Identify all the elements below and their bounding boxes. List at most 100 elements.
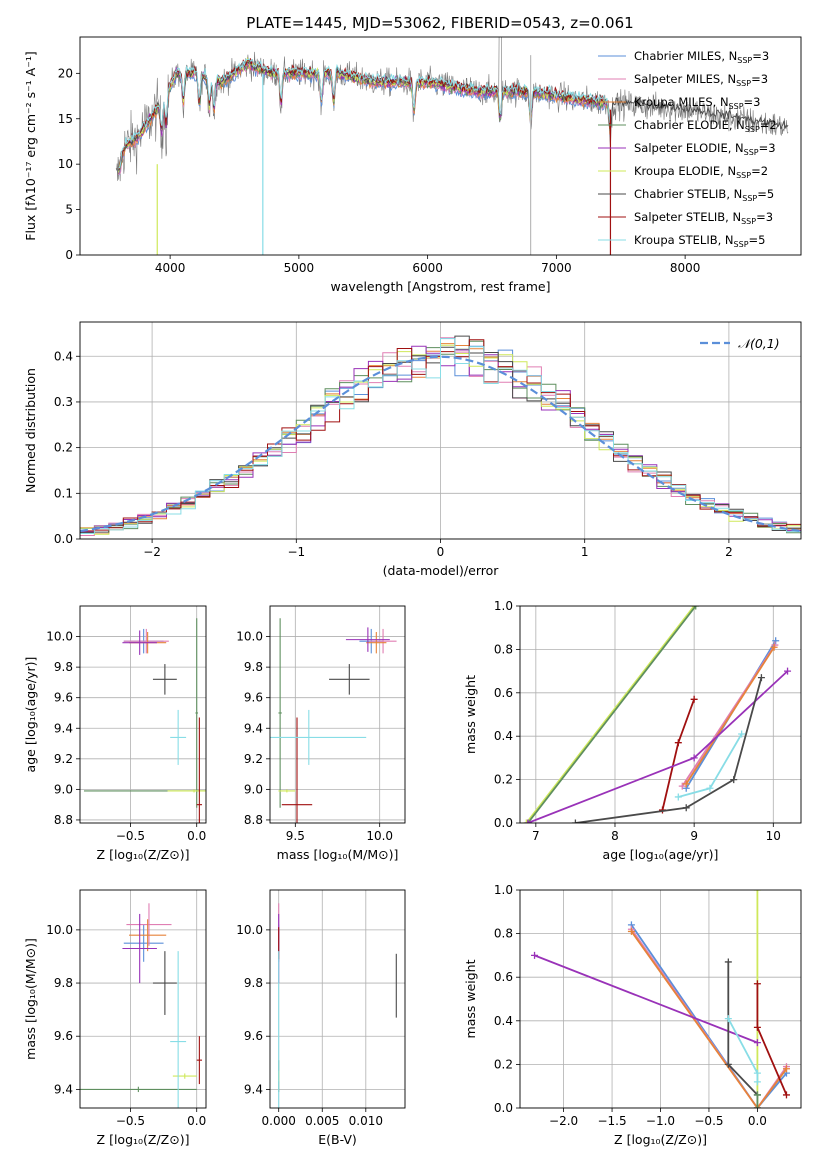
y-tick-label: 0.2	[494, 1057, 513, 1071]
kroupa-miles-errorbar	[129, 919, 167, 952]
x-tick-label: −1.5	[597, 1114, 626, 1128]
y-tick-label: 0.3	[54, 395, 73, 409]
axes-frame	[269, 605, 406, 824]
x-tick-label: 1	[581, 545, 589, 559]
legend-label: Salpeter STELIB, NSSP=3	[634, 210, 773, 226]
salpeter-miles-errorbar	[369, 628, 397, 654]
y-tick-label: 9.0	[244, 782, 263, 796]
age_cumulative-axes: 7 8 9 10 0.0 0.2 0.4 0.6 0.8 1.0 age [log₁₀(age/yr…	[463, 599, 802, 862]
x-tick-label: 10.0	[366, 829, 393, 843]
plus-marker	[753, 1078, 761, 1086]
plus-marker	[690, 695, 698, 703]
plus-marker	[678, 782, 686, 790]
plus-marker	[772, 637, 780, 645]
mass_vs_age-axes: 9.5 10.0 8.8 9.0 9.2 9.4 9.6 9.8 10.0 mass [log₁₀…	[236, 605, 406, 862]
y-tick-label: 0.0	[494, 816, 513, 830]
kroupa-miles-errorbar	[366, 631, 387, 654]
plus-marker	[753, 890, 761, 894]
x-tick-label: −2	[143, 545, 161, 559]
x-axis-label: (data-model)/error	[383, 563, 500, 578]
salpeter-miles-errorbar	[123, 628, 169, 654]
ebv_vs_mass-plot-area	[270, 890, 405, 1108]
plus-marker	[784, 667, 792, 675]
y-tick-label: 8.8	[54, 813, 73, 827]
y-tick-label: 9.4	[54, 721, 73, 735]
x-axis-label: Z [log₁₀(Z/Z⊙)]	[97, 847, 190, 862]
y-axis-label: mass weight	[463, 675, 478, 754]
chabrier-stelib-errorbar	[152, 951, 177, 1015]
plus-marker	[690, 754, 698, 762]
chabrier-miles-errorbar	[123, 924, 164, 962]
residuals-plot-area	[80, 322, 801, 539]
plus-marker	[782, 1065, 790, 1073]
axes-frame	[79, 605, 207, 824]
plus-marker	[674, 739, 682, 747]
salpeter-stelib-errorbar	[196, 1036, 203, 1085]
plus-marker	[770, 643, 778, 651]
y-tick-label: 8.8	[244, 813, 263, 827]
y-tick-label: 0.0	[494, 1101, 513, 1115]
y-tick-label: 9.6	[54, 691, 73, 705]
plus-marker	[571, 819, 579, 823]
spectrum-plot-area	[115, 37, 789, 255]
x-axis-label: E(B-V)	[318, 1132, 357, 1147]
axes-frame	[519, 889, 802, 1109]
x-tick-label: −1.0	[646, 1114, 675, 1128]
x-tick-label: 8000	[670, 261, 701, 275]
x-tick-label: −0.5	[116, 829, 145, 843]
y-tick-label: 1.0	[494, 599, 513, 613]
y-tick-label: 9.0	[54, 782, 73, 796]
plus-marker	[782, 1091, 790, 1099]
y-tick-label: 0.1	[54, 486, 73, 500]
x-axis-label: Z [log₁₀(Z/Z⊙)]	[97, 1132, 190, 1147]
plus-marker	[724, 958, 732, 966]
x-axis-label: wavelength [Angstrom, rest frame]	[330, 279, 550, 294]
plus-marker	[730, 776, 738, 784]
z_vs_mass-plot-area	[80, 890, 206, 1108]
y-tick-label: 10.0	[236, 923, 263, 937]
kroupa-elodie-cumulative-line	[525, 606, 695, 823]
y-axis-label: Normed distribution	[23, 368, 38, 493]
x-axis-label: Z [log₁₀(Z/Z⊙)]	[614, 1132, 707, 1147]
kroupa-stelib-errorbar	[270, 709, 367, 765]
plus-marker	[524, 819, 532, 823]
y-tick-label: 9.4	[244, 721, 263, 735]
x-tick-label: 7000	[541, 261, 572, 275]
y-tick-label: 9.8	[54, 976, 73, 990]
y-tick-label: 0.8	[494, 642, 513, 656]
legend-label: Salpeter MILES, NSSP=3	[634, 72, 768, 88]
salpeter-miles-errorbar	[126, 903, 172, 946]
x-tick-label: 7	[532, 829, 540, 843]
x-tick-label: 0.0	[187, 1114, 206, 1128]
chabrier-elodie-cumulative-line	[527, 606, 697, 823]
plus-marker	[682, 780, 690, 788]
y-tick-label: 15	[58, 112, 73, 126]
x-tick-label: −0.5	[694, 1114, 723, 1128]
spectrum-legend: Chabrier MILES, NSSP=3 Salpeter MILES, NS…	[598, 49, 777, 249]
y-tick-label: 0.2	[494, 773, 513, 787]
plus-marker	[753, 1023, 761, 1031]
plus-marker	[753, 1104, 761, 1108]
y-tick-label: 0.8	[494, 927, 513, 941]
plus-marker	[522, 819, 530, 823]
z_cumulative-axes: −2.0 −1.5 −1.0 −0.5 0.0 0.0 0.2 0.4 0.6 0.8 1.0 Z […	[463, 883, 802, 1147]
y-tick-label: 1.0	[494, 883, 513, 897]
chabrier-elodie-errorbar	[80, 1086, 197, 1093]
chabrier-elodie-errorbar	[195, 618, 199, 808]
x-tick-label: 9.5	[286, 829, 305, 843]
x-tick-label: 4000	[155, 261, 186, 275]
axes-frame	[519, 605, 802, 824]
x-axis-label: age [log₁₀(age/yr)]	[603, 847, 719, 862]
ebv_vs_mass-axes: 0.000 0.005 0.010 9.4 9.6 9.8 10.0 E(B-V)	[236, 889, 406, 1147]
salpeter-stelib-errorbar	[281, 717, 313, 823]
y-tick-label: 0.4	[54, 349, 73, 363]
legend-label: Salpeter ELODIE, NSSP=3	[634, 141, 776, 157]
y-tick-label: 5	[65, 203, 73, 217]
kroupa-miles-cumulative-line	[685, 646, 775, 785]
plus-marker	[682, 804, 690, 812]
residuals-axes: −2 −1 0 1 2 0.0 0.1 0.2 0.3 0.4 (data-model)/error…	[23, 321, 802, 578]
y-tick-label: 9.4	[244, 1082, 263, 1096]
y-tick-label: 9.2	[54, 752, 73, 766]
legend-label: Kroupa MILES, NSSP=3	[634, 95, 760, 111]
chabrier-miles-cumulative-line	[630, 924, 788, 1108]
